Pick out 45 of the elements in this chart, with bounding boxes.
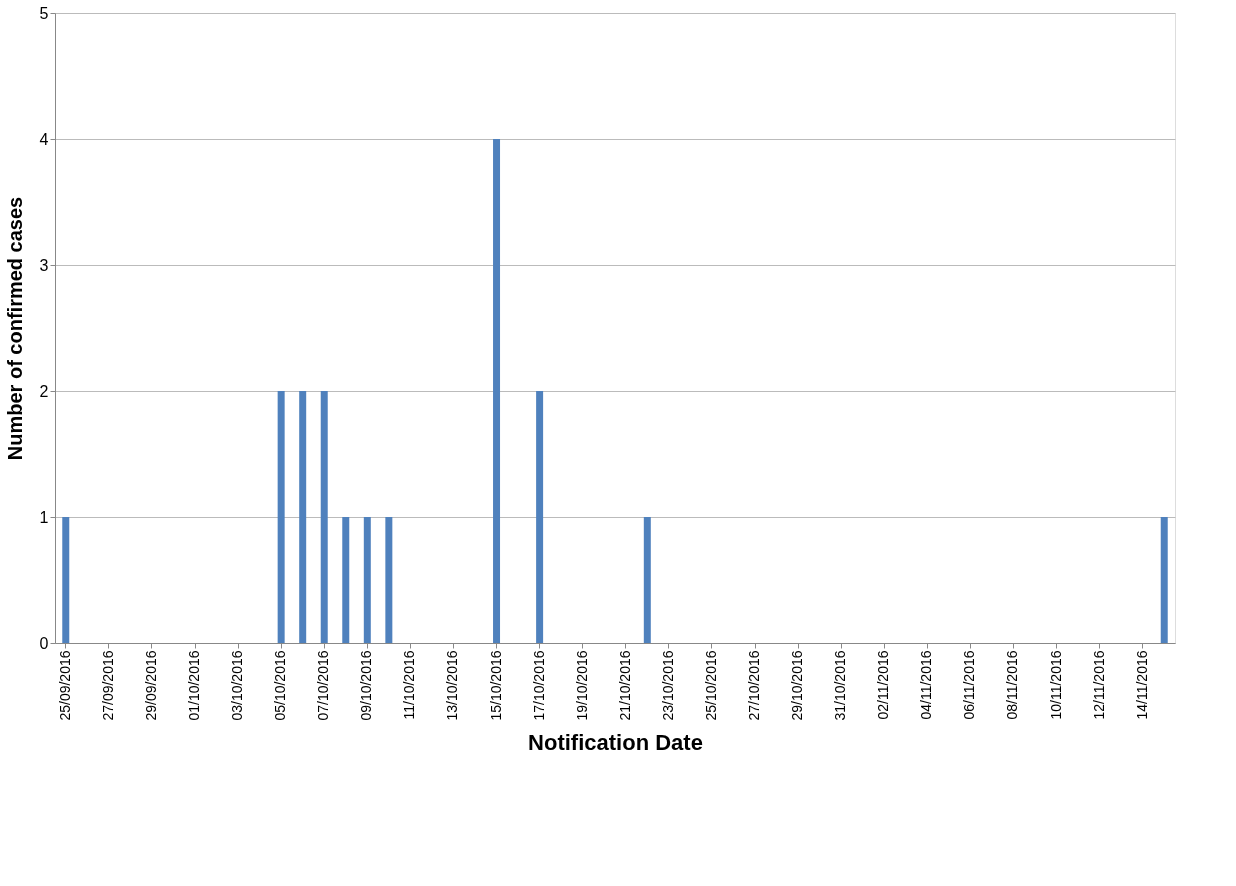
y-tick-label: 0 bbox=[39, 634, 49, 652]
y-tick-label: 3 bbox=[39, 256, 49, 274]
x-tick-label: 21/10/2016 bbox=[616, 650, 633, 721]
bar bbox=[385, 517, 393, 643]
x-tick-label: 08/11/2016 bbox=[1004, 650, 1021, 720]
x-axis-title: Notification Date bbox=[528, 729, 703, 755]
x-tick-label: 05/10/2016 bbox=[272, 650, 289, 721]
x-tick-label: 01/10/2016 bbox=[186, 650, 202, 721]
bar bbox=[1160, 517, 1168, 643]
x-tick-label: 04/11/2016 bbox=[918, 650, 935, 720]
x-tick-label: 19/10/2016 bbox=[573, 650, 590, 721]
y-tick-label: 5 bbox=[39, 4, 49, 22]
bar bbox=[277, 391, 285, 643]
x-tick-label: 14/11/2016 bbox=[1133, 650, 1150, 720]
x-tick-label: 07/10/2016 bbox=[315, 650, 332, 721]
x-tick-label: 25/09/2016 bbox=[56, 650, 73, 721]
x-tick-label: 15/10/2016 bbox=[487, 650, 504, 721]
x-tick-label: 31/10/2016 bbox=[832, 650, 849, 721]
bar bbox=[536, 391, 544, 643]
x-tick-label: 29/10/2016 bbox=[789, 650, 806, 721]
bar bbox=[320, 391, 328, 643]
x-tick-label: 27/09/2016 bbox=[99, 650, 116, 721]
y-tick-label: 2 bbox=[39, 382, 49, 400]
x-tick-label: 06/11/2016 bbox=[961, 650, 978, 720]
y-axis-title: Number of confirmed cases bbox=[3, 196, 26, 461]
x-tick-label: 27/10/2016 bbox=[746, 650, 762, 721]
x-tick-label: 09/10/2016 bbox=[358, 650, 375, 721]
x-tick-label: 03/10/2016 bbox=[229, 650, 246, 721]
bar bbox=[62, 517, 70, 643]
x-tick-label: 13/10/2016 bbox=[444, 650, 461, 721]
x-tick-label: 11/10/2016 bbox=[401, 650, 418, 720]
y-tick-label: 1 bbox=[39, 508, 49, 526]
x-tick-label: 12/11/2016 bbox=[1090, 650, 1107, 720]
x-tick-label: 29/09/2016 bbox=[142, 650, 159, 721]
y-tick-label: 4 bbox=[39, 130, 49, 148]
x-tick-label: 23/10/2016 bbox=[659, 650, 676, 721]
x-tick-label: 25/10/2016 bbox=[702, 650, 719, 721]
bar bbox=[342, 517, 350, 643]
bar bbox=[643, 517, 651, 643]
x-tick-label: 02/11/2016 bbox=[875, 650, 892, 720]
x-tick-label: 17/10/2016 bbox=[530, 650, 547, 721]
x-tick-label: 10/11/2016 bbox=[1047, 650, 1064, 720]
bar bbox=[363, 517, 371, 643]
bar bbox=[299, 391, 307, 643]
bar bbox=[493, 139, 501, 643]
